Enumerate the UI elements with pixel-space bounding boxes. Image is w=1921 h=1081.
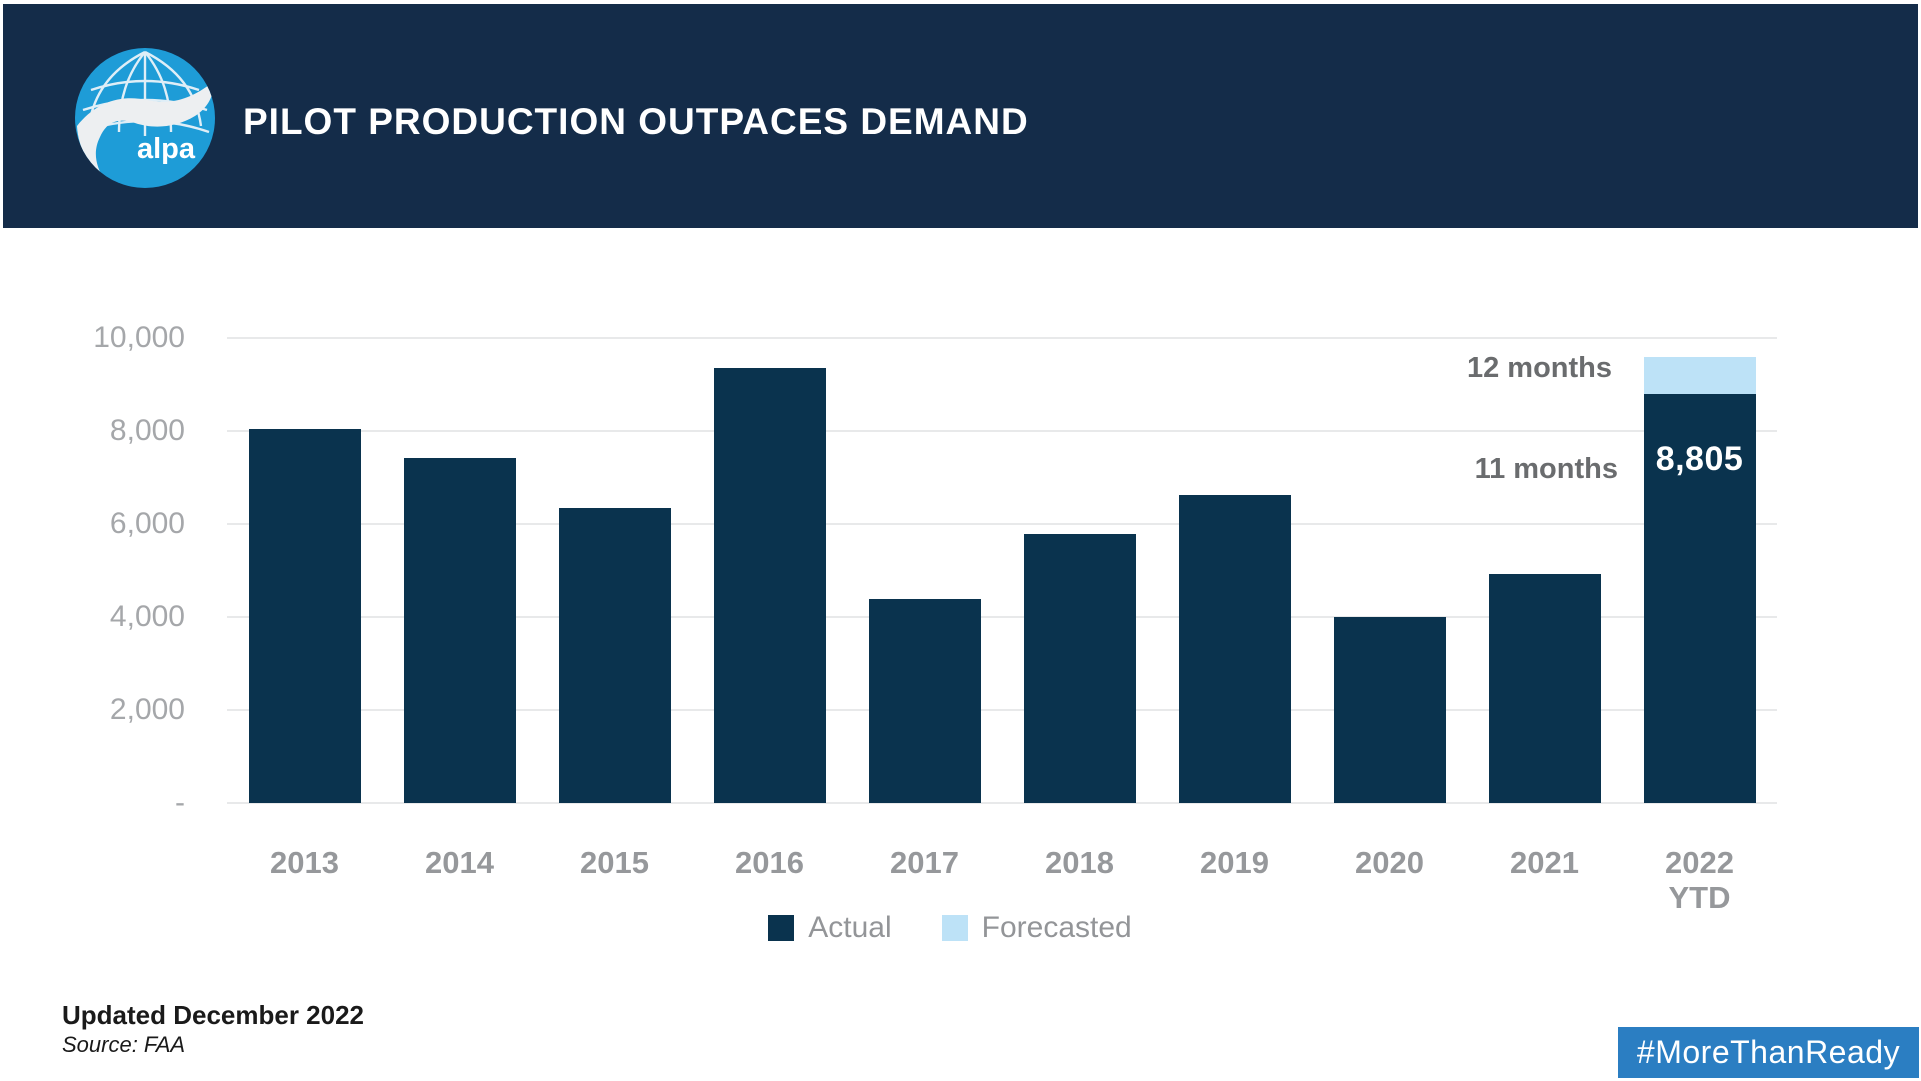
actual-segment: 8,805 [1643, 393, 1756, 803]
legend-label-forecasted: Forecasted [981, 911, 1132, 944]
actual-segment [868, 599, 981, 803]
bar-2017 [868, 599, 981, 803]
x-axis-label-2014: 2014 [425, 845, 494, 880]
x-axis-label-2013: 2013 [270, 845, 339, 880]
legend-item-actual: Actual [768, 908, 892, 948]
x-axis-label-2022: 2022 YTD [1622, 845, 1777, 915]
forecasted-segment [1643, 356, 1756, 394]
legend-label-actual: Actual [808, 911, 892, 944]
bar-2015 [558, 508, 671, 803]
gridline [227, 337, 1777, 339]
page-title: PILOT PRODUCTION OUTPACES DEMAND [243, 101, 1029, 142]
x-axis-label-2018: 2018 [1045, 845, 1114, 880]
bar-2018 [1023, 534, 1136, 803]
gridline [227, 709, 1777, 711]
actual-segment [248, 428, 361, 803]
x-axis-label-2019: 2019 [1200, 845, 1269, 880]
y-tick-label: 2,000 [109, 693, 185, 726]
logo-wordmark: alpa [137, 133, 196, 165]
x-axis-sublabel: YTD [1668, 880, 1731, 915]
plot-area: 8,805 [227, 337, 1777, 804]
x-axis-labels: 2013 2014 2015 2016 2017 2018 2019 2020 2021 2022… [227, 845, 1777, 915]
footer: Updated December 2022 Source: FAA [62, 1000, 364, 1058]
bar-slot-2020 [1312, 338, 1467, 803]
alpa-logo: alpa [75, 48, 215, 188]
x-axis-label-2015: 2015 [580, 845, 649, 880]
y-tick-label: 10,000 [93, 321, 185, 354]
annotation-11-months: 11 months [1474, 453, 1618, 485]
legend: Actual Forecasted [160, 908, 1740, 948]
source-note: Source: FAA [62, 1032, 186, 1057]
bar-slot-2015 [537, 338, 692, 803]
y-tick-label: 6,000 [109, 507, 185, 540]
bar-slot-2013 [227, 338, 382, 803]
y-tick-label: 8,000 [109, 414, 185, 447]
bar-2016 [713, 367, 826, 803]
x-axis-label-2020: 2020 [1355, 845, 1424, 880]
bar-slot-2017 [847, 338, 1002, 803]
x-axis-label-2021: 2021 [1510, 845, 1579, 880]
y-tick-label: - [175, 786, 185, 819]
actual-segment [558, 508, 671, 803]
x-axis-label-2017: 2017 [890, 845, 959, 880]
y-tick-label: 4,000 [109, 600, 185, 633]
bar-slot-2018 [1002, 338, 1157, 803]
bar-series: 8,805 [227, 338, 1777, 803]
x-axis-label-2016: 2016 [735, 845, 804, 880]
actual-segment [1023, 534, 1136, 803]
bar-value-label: 8,805 [1655, 439, 1744, 478]
bar-2019 [1178, 494, 1291, 803]
gridline [227, 430, 1777, 432]
bar-2013 [248, 428, 361, 803]
actual-swatch-icon [768, 915, 795, 941]
gridline [227, 616, 1777, 618]
actual-segment [1333, 617, 1446, 803]
actual-segment [713, 367, 826, 803]
actual-segment [403, 457, 516, 803]
bar-2021 [1488, 573, 1601, 803]
y-axis: 10,000 8,000 6,000 4,000 2,000 - [60, 0, 185, 1081]
bar-2020 [1333, 617, 1446, 803]
forecasted-swatch-icon [941, 915, 968, 941]
bar-2022: 8,805 [1643, 356, 1756, 803]
header: alpa PILOT PRODUCTION OUTPACES DEMAND [3, 4, 1918, 228]
bar-slot-2014 [382, 338, 537, 803]
actual-segment [1488, 573, 1601, 803]
bar-2014 [403, 457, 516, 803]
bar-slot-2016 [692, 338, 847, 803]
swoosh-icon [77, 82, 214, 181]
bar-slot-2019 [1157, 338, 1312, 803]
hashtag-badge: #MoreThanReady [1618, 1027, 1919, 1078]
gridline [227, 802, 1777, 804]
actual-segment [1178, 494, 1291, 803]
gridline [227, 523, 1777, 525]
annotation-12-months: 12 months [1466, 352, 1612, 384]
updated-date: Updated December 2022 [62, 1000, 365, 1030]
legend-item-forecasted: Forecasted [941, 908, 1132, 948]
bar-slot-2021 [1467, 338, 1622, 803]
bar-slot-2022: 8,805 [1622, 338, 1777, 803]
